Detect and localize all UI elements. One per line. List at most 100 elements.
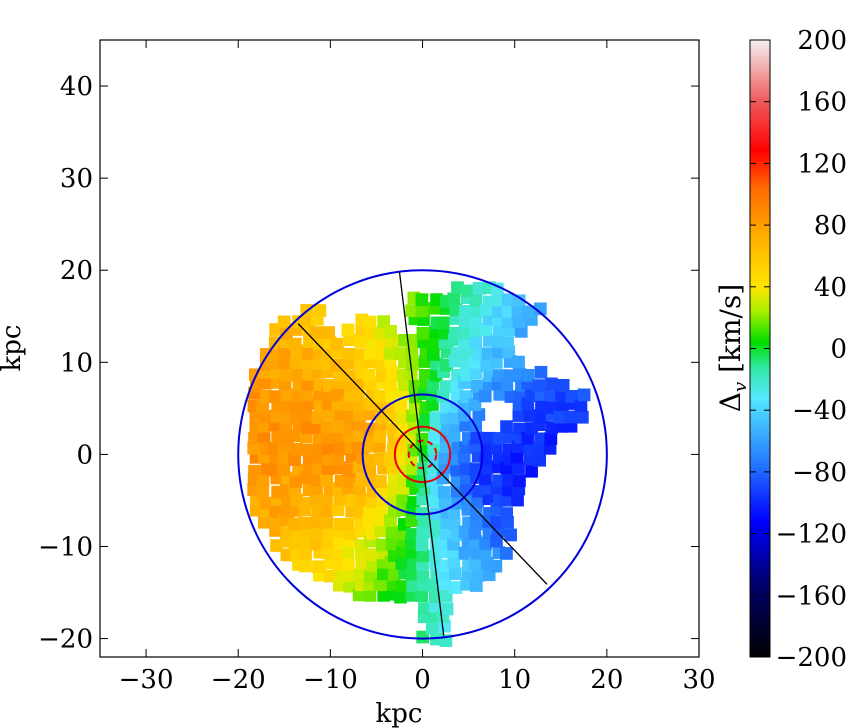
colorbar-label-unit: [km/s]	[714, 284, 747, 382]
velocity-cell	[471, 494, 484, 508]
velocity-cell	[280, 388, 294, 402]
velocity-cell	[405, 589, 419, 602]
velocity-cell	[416, 326, 430, 340]
velocity-cell	[544, 388, 557, 401]
velocity-cell	[394, 400, 408, 413]
velocity-cell	[302, 347, 315, 361]
velocity-cell	[469, 367, 483, 380]
y-tick-label: 40	[60, 72, 93, 102]
velocity-cell	[469, 294, 483, 308]
velocity-cell	[320, 494, 333, 507]
velocity-cell	[354, 525, 368, 538]
velocity-cell	[341, 347, 355, 361]
colorbar-tick-label: −80	[792, 458, 847, 488]
velocity-cell	[426, 579, 440, 592]
velocity-cell	[415, 304, 429, 318]
x-tick-label: −30	[119, 665, 174, 695]
x-tick-label: 20	[590, 665, 623, 695]
velocity-cell	[299, 559, 312, 573]
velocity-cell	[405, 528, 419, 541]
velocity-cell	[459, 462, 472, 475]
velocity-cell	[352, 588, 366, 602]
velocity-cell	[343, 333, 356, 347]
velocity-cell	[342, 463, 356, 477]
x-tick-label: 0	[414, 665, 431, 695]
velocity-cell	[396, 494, 409, 508]
velocity-cell	[320, 473, 333, 487]
velocity-cell	[419, 369, 432, 382]
velocity-cell	[278, 345, 291, 359]
velocity-cell	[438, 619, 451, 633]
velocity-cell	[458, 315, 472, 328]
velocity-cell	[331, 388, 344, 402]
velocity-cell	[458, 327, 471, 340]
overlay-shapes	[237, 269, 608, 640]
velocity-cell	[500, 547, 513, 560]
velocity-cell	[426, 398, 439, 411]
x-tick-label: 30	[682, 665, 715, 695]
colorbar-tick-label: 200	[797, 26, 847, 56]
velocity-cell	[447, 506, 461, 520]
velocity-cell	[270, 539, 283, 552]
velocity-cell	[323, 407, 337, 421]
velocity-cell	[482, 431, 496, 445]
velocity-cell	[331, 549, 344, 562]
velocity-cell	[301, 377, 315, 391]
velocity-cell	[525, 464, 538, 478]
velocity-cell	[343, 579, 356, 593]
velocity-cell	[512, 315, 526, 328]
velocity-cell	[543, 442, 557, 455]
velocity-cell	[258, 515, 271, 529]
velocity-cell	[375, 538, 389, 552]
velocity-cell	[353, 418, 366, 432]
velocity-cell	[344, 494, 358, 508]
velocity-cell	[553, 410, 567, 424]
velocity-cell	[278, 356, 292, 370]
velocity-cell	[534, 302, 547, 316]
velocity-cell	[492, 305, 505, 318]
velocity-cell	[331, 452, 344, 466]
velocity-cell	[459, 419, 473, 432]
velocity-cell	[489, 441, 503, 455]
velocity-cell	[289, 411, 303, 425]
velocity-cell	[426, 494, 440, 508]
y-tick-label: −10	[38, 532, 93, 562]
velocity-cell	[460, 577, 474, 591]
velocity-cell	[416, 549, 430, 563]
velocity-cell	[447, 429, 461, 442]
velocity-cell	[257, 420, 271, 433]
velocity-cell	[257, 429, 271, 443]
velocity-cell	[449, 567, 462, 580]
velocity-cell	[479, 537, 492, 550]
velocity-cell	[383, 346, 397, 360]
velocity-cell	[447, 556, 461, 569]
velocity-cell	[312, 432, 326, 445]
colorbar-tick-label: −40	[792, 396, 847, 426]
velocity-cell	[311, 462, 325, 476]
velocity-cell	[416, 630, 429, 644]
overlay-circle	[407, 439, 438, 470]
velocity-cell	[364, 548, 378, 561]
velocity-cell	[363, 407, 377, 421]
velocity-cell	[362, 368, 376, 382]
velocity-cell	[299, 547, 312, 561]
velocity-cell	[406, 579, 420, 592]
velocity-cell	[310, 474, 323, 487]
velocity-cell	[258, 376, 272, 390]
velocity-cell	[536, 410, 549, 424]
overlay-circle	[237, 269, 608, 640]
velocity-cell	[472, 568, 485, 582]
velocity-cell	[440, 527, 453, 540]
velocity-cell	[514, 325, 528, 338]
velocity-cell	[447, 411, 461, 425]
velocity-cell	[468, 398, 482, 411]
velocity-cell	[385, 537, 399, 551]
velocity-cell	[436, 316, 450, 330]
velocity-cell	[512, 294, 526, 308]
velocity-cell	[555, 389, 569, 403]
velocity-cell	[512, 355, 525, 369]
velocity-cell	[269, 390, 282, 403]
velocity-cell	[395, 557, 409, 570]
x-tick-label: −20	[211, 665, 266, 695]
velocity-cell	[500, 420, 513, 433]
